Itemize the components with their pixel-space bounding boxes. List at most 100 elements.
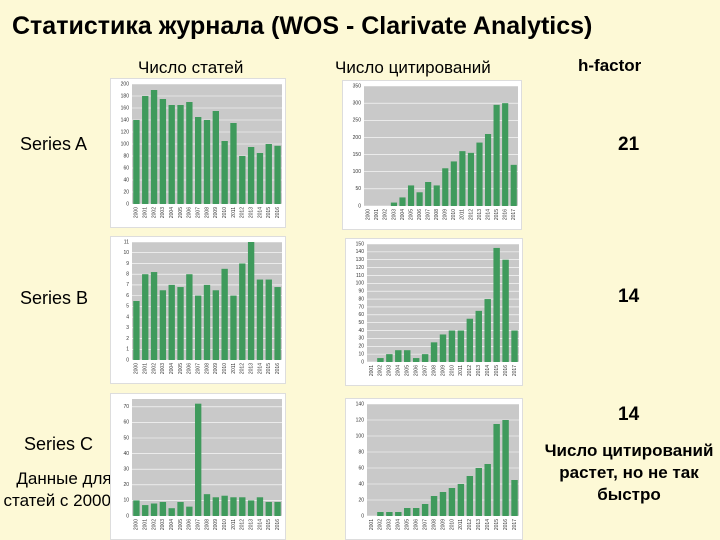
x-tick-label: 2000 (134, 363, 140, 374)
bar (186, 274, 193, 360)
bar (457, 330, 465, 362)
note: Данные для статей с 2000 г. (3, 469, 125, 510)
x-tick-label: 2016 (503, 365, 509, 376)
bar (159, 99, 167, 204)
y-tick-label: 250 (353, 118, 362, 124)
bar (475, 310, 482, 362)
y-tick-label: 60 (123, 420, 129, 426)
bar (230, 295, 237, 360)
x-tick-label: 2003 (387, 519, 393, 530)
x-tick-label: 2017 (511, 209, 517, 220)
x-tick-label: 2007 (196, 207, 202, 218)
x-tick-label: 2005 (405, 519, 411, 530)
y-tick-label: 80 (358, 296, 364, 302)
bar (407, 185, 415, 206)
bar (142, 505, 149, 516)
bar (142, 96, 149, 204)
bar (430, 496, 438, 516)
bar (484, 134, 492, 206)
x-tick-label: 2009 (213, 519, 219, 530)
x-tick-label: 2003 (387, 365, 393, 376)
bar (377, 512, 384, 516)
bar (212, 290, 219, 360)
x-tick-label: 2014 (485, 365, 491, 376)
x-tick-label: 2015 (266, 519, 272, 530)
x-tick-label: 2005 (178, 519, 184, 530)
bar (511, 480, 518, 516)
bar (476, 142, 483, 206)
x-tick-label: 2012 (467, 365, 473, 376)
note: Число цитирований растет, но не так быст… (544, 441, 714, 504)
x-tick-label: 2006 (187, 207, 193, 218)
x-tick-label: 2013 (476, 365, 482, 376)
bar (274, 501, 281, 516)
bar (450, 161, 457, 206)
bar (421, 354, 429, 362)
bar (399, 197, 406, 206)
x-tick-label: 2007 (196, 363, 202, 374)
bar (195, 403, 202, 516)
y-tick-label: 20 (358, 344, 364, 350)
bar (386, 512, 393, 516)
x-tick-label: 2000 (134, 207, 140, 218)
x-tick-label: 2013 (476, 519, 482, 530)
y-tick-label: 10 (123, 250, 129, 256)
y-tick-label: 60 (123, 165, 129, 171)
bar (502, 420, 509, 516)
x-tick-label: 2009 (443, 209, 449, 220)
bar (186, 506, 193, 516)
y-tick-label: 140 (356, 401, 365, 407)
bar (212, 111, 219, 204)
x-tick-label: 2014 (257, 207, 263, 218)
x-tick-label: 2001 (143, 519, 149, 530)
x-tick-label: 2013 (248, 207, 254, 218)
x-tick-label: 2004 (169, 519, 175, 530)
x-tick-label: 2013 (477, 209, 483, 220)
bar (265, 501, 272, 516)
x-tick-label: 2005 (178, 207, 184, 218)
bar (247, 242, 255, 360)
bar (221, 141, 228, 204)
y-tick-label: 140 (356, 249, 365, 255)
bar (150, 503, 158, 516)
x-tick-label: 2000 (134, 519, 140, 530)
bar (421, 504, 429, 516)
bar (430, 342, 438, 362)
x-tick-label: 2004 (169, 363, 175, 374)
x-tick-label: 2001 (143, 207, 149, 218)
x-tick-label: 2011 (231, 519, 237, 530)
y-tick-label: 300 (353, 100, 362, 106)
x-tick-label: 2004 (396, 365, 402, 376)
bar (195, 117, 202, 204)
x-tick-label: 2000 (366, 209, 372, 220)
x-tick-label: 2015 (494, 365, 500, 376)
bar (150, 272, 158, 360)
y-tick-label: 9 (126, 261, 129, 267)
y-tick-label: 130 (356, 257, 365, 263)
x-tick-label: 2002 (151, 363, 157, 374)
x-tick-label: 2008 (204, 207, 210, 218)
y-tick-label: 160 (121, 105, 130, 111)
bar (511, 330, 518, 362)
x-tick-label: 2011 (231, 207, 237, 218)
bar (274, 145, 281, 204)
y-tick-label: 40 (123, 177, 129, 183)
bar (256, 153, 264, 204)
x-tick-label: 2009 (440, 519, 446, 530)
bar (439, 334, 447, 362)
x-tick-label: 2014 (257, 519, 263, 530)
x-tick-label: 2001 (374, 209, 380, 220)
bar (212, 497, 219, 516)
y-tick-label: 0 (126, 357, 129, 363)
x-tick-label: 2015 (494, 519, 500, 530)
bar (159, 290, 167, 360)
y-tick-label: 0 (361, 359, 364, 365)
bar (412, 508, 420, 516)
x-tick-label: 2006 (414, 519, 420, 530)
row-label: Series B (20, 288, 89, 308)
bar (133, 500, 140, 516)
x-tick-label: 2016 (503, 519, 509, 530)
bar (159, 501, 167, 516)
y-tick-label: 30 (358, 336, 364, 342)
